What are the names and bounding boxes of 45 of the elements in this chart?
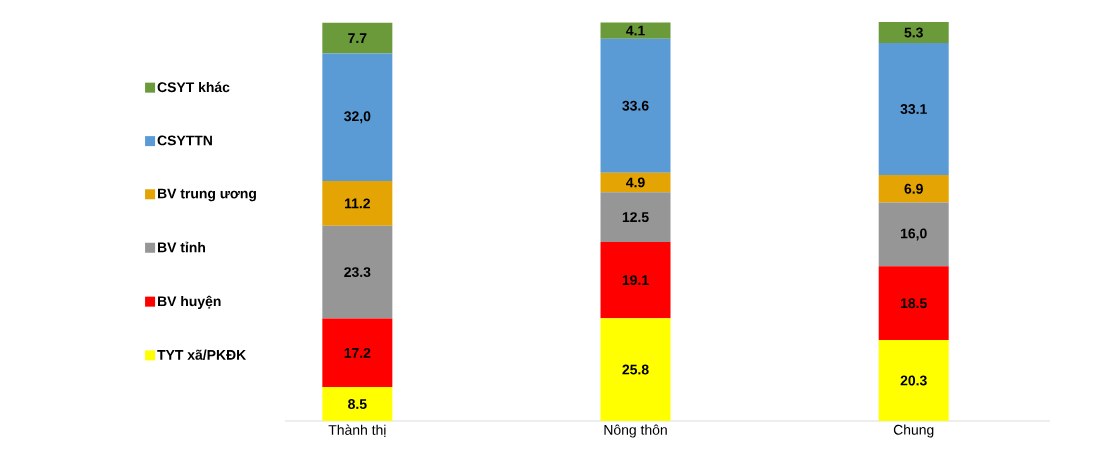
bar	[322, 22, 393, 54]
bar	[600, 242, 671, 319]
bar	[600, 192, 671, 243]
legend-label: CSYT khác	[157, 81, 230, 93]
data-label: 33.1	[900, 104, 927, 115]
data-label: 11.2	[345, 198, 370, 209]
data-label: 25.8	[622, 364, 649, 375]
data-label: 16,0	[901, 228, 927, 241]
data-label: 12.5	[622, 212, 649, 223]
data-label: 19.1	[622, 275, 649, 286]
bar	[322, 387, 393, 421]
data-label: 6.9	[904, 183, 923, 194]
bar	[322, 53, 393, 182]
data-label: 18.5	[901, 298, 927, 309]
bar	[878, 266, 949, 341]
x-tick-label: Chung	[893, 424, 934, 438]
bar	[878, 202, 949, 267]
data-label: 4.9	[626, 177, 645, 188]
bar	[322, 225, 393, 319]
bar	[600, 318, 671, 421]
legend-label: BV trung ương	[158, 188, 256, 202]
legend-label: BV huyện	[158, 295, 221, 309]
bar	[878, 175, 949, 203]
bar	[600, 172, 671, 193]
bar	[600, 38, 671, 173]
legend-label: BV tỉnh	[158, 241, 205, 253]
bar	[878, 340, 949, 421]
data-label: 33.6	[622, 100, 649, 111]
data-label: 17.2	[344, 347, 371, 358]
legend-label: CSYTTN	[157, 135, 212, 146]
data-label: 20.3	[900, 375, 927, 386]
x-tick-label: Nông thôn	[604, 424, 667, 438]
data-label: 32,0	[344, 111, 371, 124]
bar	[878, 21, 949, 44]
data-label: 7.7	[348, 33, 367, 43]
bar	[322, 318, 393, 388]
legend-label: TYT xã/PKĐK	[157, 349, 247, 360]
data-label: 4.1	[626, 25, 645, 36]
data-label: 23.3	[344, 267, 371, 278]
bar	[878, 43, 949, 176]
bar	[322, 181, 393, 226]
x-tick-label: Thành thị	[328, 424, 386, 437]
data-label: 5.3	[904, 27, 923, 38]
bar	[600, 22, 671, 39]
data-label: 8.5	[348, 399, 367, 409]
